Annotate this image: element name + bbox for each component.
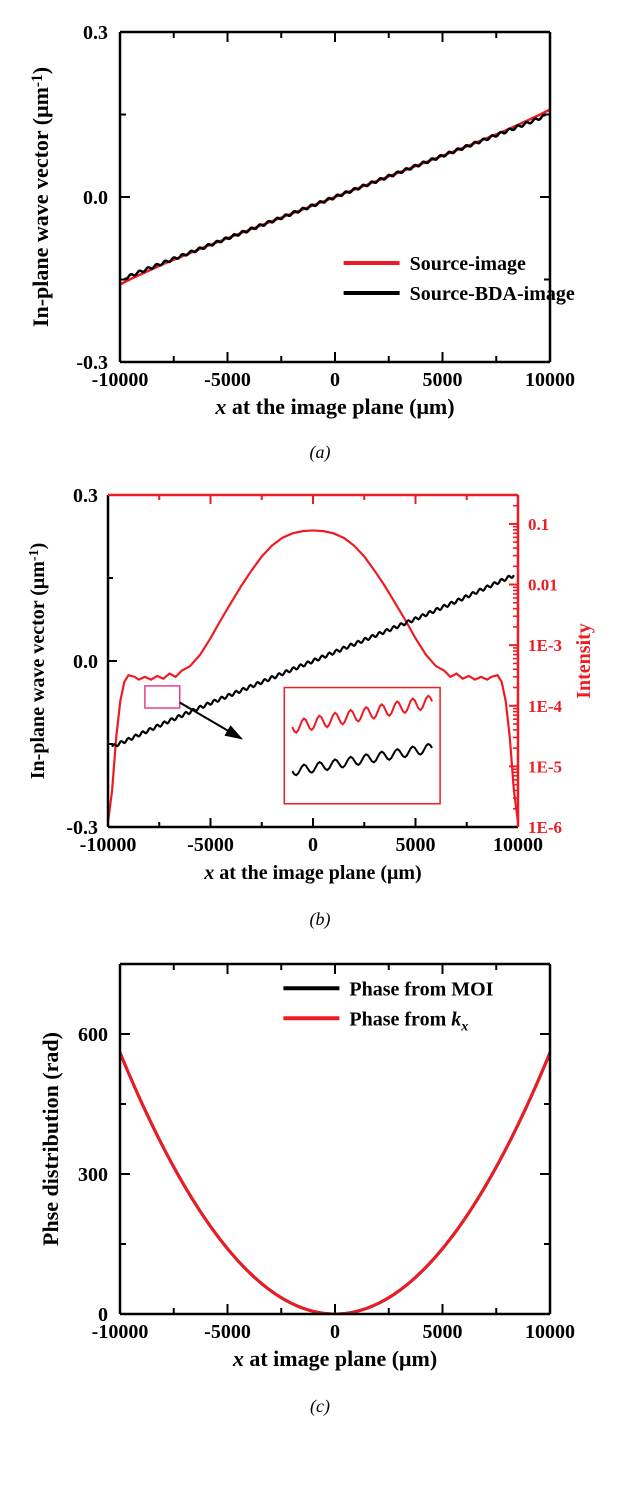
svg-text:Phse distribution (rad): Phse distribution (rad) <box>38 1032 63 1246</box>
svg-text:-0.3: -0.3 <box>66 817 98 839</box>
svg-text:0.0: 0.0 <box>83 187 108 209</box>
svg-text:300: 300 <box>78 1164 108 1186</box>
panel-a-label: (a) <box>10 442 630 463</box>
svg-text:10000: 10000 <box>525 369 575 391</box>
svg-text:-5000: -5000 <box>204 1321 251 1343</box>
svg-text:0: 0 <box>308 834 318 856</box>
svg-text:In-plane wave vector (μm-1): In-plane wave vector (μm-1) <box>28 67 53 327</box>
svg-text:5000: 5000 <box>423 1321 463 1343</box>
svg-text:0: 0 <box>330 369 340 391</box>
svg-text:0.1: 0.1 <box>528 515 549 534</box>
svg-text:x at the image plane (μm): x at the image plane (μm) <box>203 862 421 884</box>
svg-text:0.01: 0.01 <box>528 576 558 595</box>
chart-a: -10000-50000500010000-0.30.00.3x at the … <box>10 10 590 440</box>
svg-text:Intensity: Intensity <box>573 623 595 699</box>
svg-text:1E-5: 1E-5 <box>528 757 562 776</box>
svg-text:1E-6: 1E-6 <box>528 818 562 837</box>
panel-b-container: -10000-50000500010000-0.30.00.31E-61E-51… <box>10 477 630 930</box>
svg-text:5000: 5000 <box>423 369 463 391</box>
svg-text:0.0: 0.0 <box>73 651 98 673</box>
svg-text:x at image plane (μm): x at image plane (μm) <box>232 1346 437 1371</box>
svg-text:600: 600 <box>78 1024 108 1046</box>
panel-b-label: (b) <box>10 909 630 930</box>
svg-text:-5000: -5000 <box>187 834 234 856</box>
svg-text:0: 0 <box>98 1304 108 1326</box>
svg-text:1E-4: 1E-4 <box>528 697 563 716</box>
svg-text:Phase from kx: Phase from kx <box>349 1008 468 1034</box>
svg-text:In-plane wave vector (μm-1): In-plane wave vector (μm-1) <box>27 543 49 780</box>
svg-text:0.3: 0.3 <box>83 22 108 44</box>
svg-text:-5000: -5000 <box>204 369 251 391</box>
panel-c-label: (c) <box>10 1396 630 1417</box>
svg-text:5000: 5000 <box>396 834 436 856</box>
svg-text:0.3: 0.3 <box>73 485 98 507</box>
chart-b: -10000-50000500010000-0.30.00.31E-61E-51… <box>10 477 610 907</box>
panel-a-container: -10000-50000500010000-0.30.00.3x at the … <box>10 10 630 463</box>
svg-text:Source-image: Source-image <box>410 253 526 275</box>
chart-c: -10000-500005000100000300600x at image p… <box>10 944 590 1394</box>
svg-text:0: 0 <box>330 1321 340 1343</box>
svg-text:Source-BDA-image: Source-BDA-image <box>410 283 575 305</box>
svg-text:1E-3: 1E-3 <box>528 636 562 655</box>
svg-text:Phase from MOI: Phase from MOI <box>349 978 493 1000</box>
svg-text:x at the image plane (μm): x at the image plane (μm) <box>214 394 454 419</box>
svg-text:10000: 10000 <box>493 834 543 856</box>
svg-text:-0.3: -0.3 <box>76 352 108 374</box>
svg-text:10000: 10000 <box>525 1321 575 1343</box>
panel-c-container: -10000-500005000100000300600x at image p… <box>10 944 630 1417</box>
